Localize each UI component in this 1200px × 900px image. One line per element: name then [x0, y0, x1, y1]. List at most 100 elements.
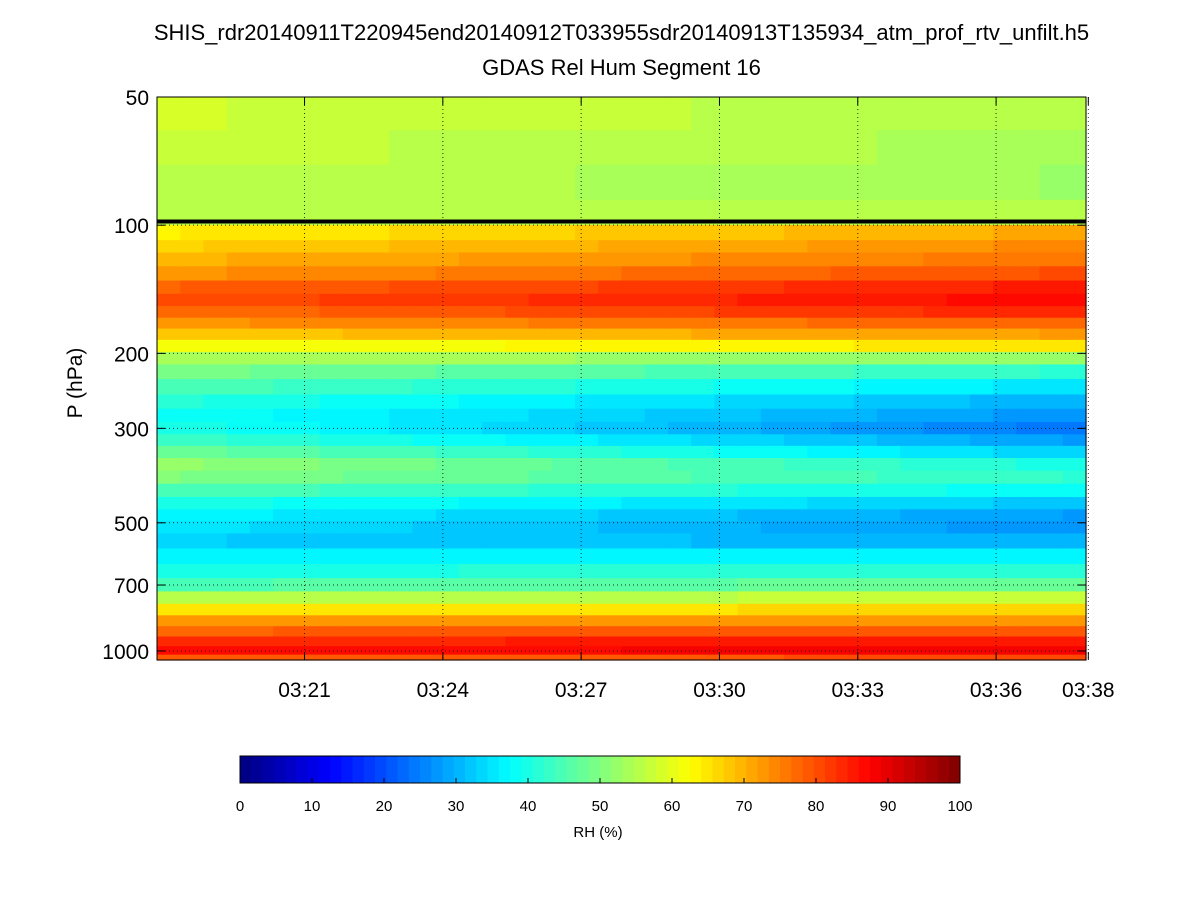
heatmap-cell — [993, 563, 1017, 579]
heatmap-cell — [667, 351, 692, 366]
heatmap-cell — [296, 351, 321, 366]
colorbar-tick-label: 70 — [736, 798, 753, 815]
heatmap-cell — [342, 317, 367, 330]
heatmap-cell — [575, 445, 599, 459]
heatmap-cell — [691, 379, 715, 396]
heatmap-cell — [366, 306, 390, 319]
heatmap-cell — [644, 240, 669, 254]
heatmap-cell — [900, 394, 925, 410]
heatmap-cell — [1016, 563, 1041, 579]
heatmap-cell — [319, 164, 344, 201]
heatmap-cell — [203, 266, 228, 282]
heatmap-cell — [900, 97, 925, 131]
heatmap-cell — [598, 339, 623, 353]
heatmap-cell — [296, 97, 321, 131]
heatmap-cell — [203, 496, 228, 510]
heatmap-cell — [900, 445, 925, 459]
heatmap-cell — [412, 199, 437, 226]
heatmap-cell — [319, 603, 344, 616]
heatmap-cell — [876, 483, 901, 498]
heatmap-cell — [830, 520, 855, 535]
heatmap-cell — [273, 394, 297, 410]
colorbar-tick-label: 40 — [520, 798, 537, 815]
heatmap-cell — [505, 533, 530, 550]
heatmap-cell — [876, 470, 901, 485]
heatmap-cell — [807, 646, 832, 656]
heatmap-cell — [830, 578, 855, 592]
heatmap-cell — [760, 252, 785, 267]
heatmap-cell — [203, 563, 228, 579]
heatmap-cell — [366, 240, 390, 254]
heatmap-cell — [551, 408, 576, 423]
heatmap-cell — [946, 240, 971, 254]
heatmap-cell — [946, 339, 971, 353]
heatmap-cell — [946, 351, 971, 366]
heatmap-cell — [157, 364, 181, 380]
colorbar-swatch — [903, 756, 916, 783]
heatmap-cell — [505, 520, 530, 535]
heatmap-cell — [551, 224, 576, 241]
heatmap-cell — [667, 97, 692, 131]
heatmap-cell — [482, 164, 506, 201]
heatmap-cell — [1062, 408, 1087, 423]
heatmap-cell — [342, 445, 367, 459]
heatmap-cell — [714, 654, 739, 661]
heatmap-cell — [435, 394, 460, 410]
heatmap-cell — [993, 615, 1017, 627]
heatmap-cell — [528, 445, 553, 459]
heatmap-cell — [366, 394, 390, 410]
heatmap-cell — [969, 434, 994, 447]
heatmap-cell — [691, 470, 715, 485]
heatmap-cell — [691, 351, 715, 366]
heatmap-cell — [203, 252, 228, 267]
heatmap-cell — [714, 317, 739, 330]
heatmap-cell — [1016, 520, 1041, 535]
heatmap-cell — [923, 364, 948, 380]
heatmap-cell — [853, 293, 878, 307]
heatmap-cell — [830, 626, 855, 638]
heatmap-cell — [505, 266, 530, 282]
heatmap-cell — [760, 458, 785, 472]
heatmap-cell — [203, 379, 228, 396]
heatmap-cell — [667, 483, 692, 498]
heatmap-cell — [876, 603, 901, 616]
heatmap-cell — [319, 458, 344, 472]
heatmap-cell — [1016, 306, 1041, 319]
heatmap-cell — [993, 483, 1017, 498]
colorbar-swatch — [510, 756, 522, 783]
heatmap-cell — [482, 394, 506, 410]
heatmap-cell — [482, 252, 506, 267]
heatmap-cell — [598, 317, 623, 330]
heatmap-cell — [853, 654, 878, 661]
heatmap-cell — [226, 199, 251, 226]
heatmap-cell — [505, 364, 530, 380]
heatmap-cell — [621, 351, 646, 366]
heatmap-cell — [296, 509, 321, 522]
heatmap-cell — [830, 280, 855, 295]
heatmap-cell — [226, 306, 251, 319]
heatmap-cell — [923, 615, 948, 627]
heatmap-cell — [366, 199, 390, 226]
heatmap-cell — [366, 379, 390, 396]
heatmap-cell — [1062, 328, 1087, 341]
heatmap-cell — [598, 615, 623, 627]
heatmap-cell — [598, 445, 623, 459]
heatmap-cell — [458, 97, 483, 131]
heatmap-cell — [157, 496, 181, 510]
heatmap-cell — [528, 224, 553, 241]
heatmap-cell — [830, 563, 855, 579]
heatmap-cell — [226, 615, 251, 627]
heatmap-cell — [946, 394, 971, 410]
heatmap-cell — [203, 317, 228, 330]
heatmap-cell — [807, 636, 832, 647]
heatmap-cell — [435, 483, 460, 498]
heatmap-cell — [319, 317, 344, 330]
y-tick-label: 500 — [114, 513, 149, 536]
heatmap-cell — [435, 252, 460, 267]
heatmap-cell — [969, 548, 994, 565]
heatmap-cell — [714, 563, 739, 579]
heatmap-cell — [226, 408, 251, 423]
heatmap-cell — [575, 224, 599, 241]
heatmap-cell — [807, 509, 832, 522]
colorbar-swatch — [847, 756, 860, 783]
